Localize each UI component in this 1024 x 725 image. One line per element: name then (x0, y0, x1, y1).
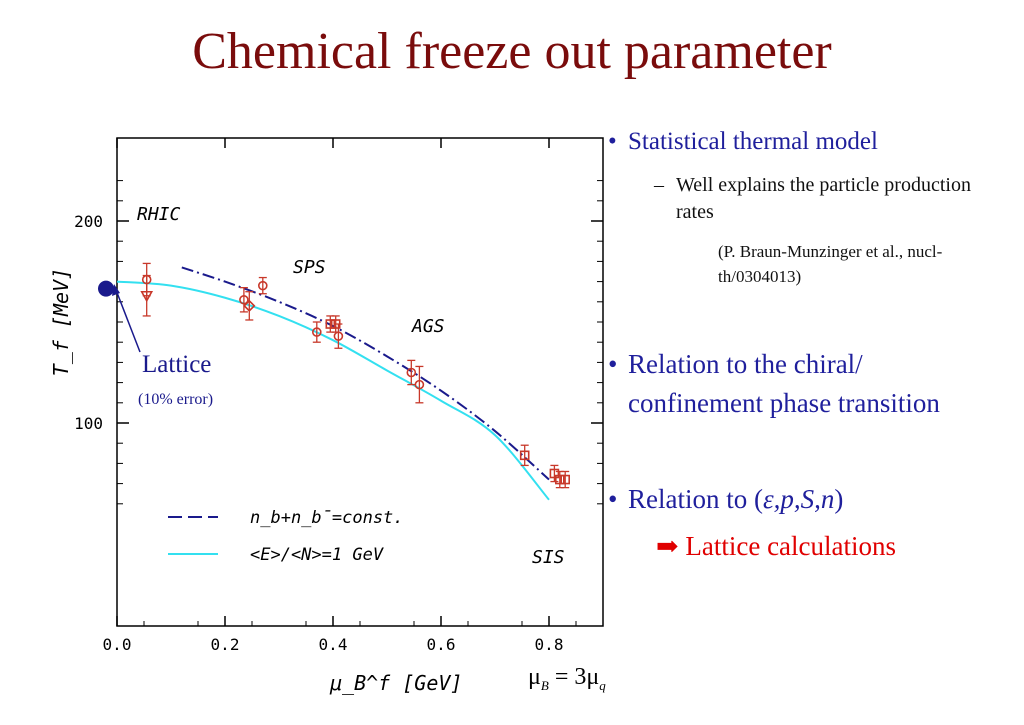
data-point-square (549, 468, 560, 479)
bullet-text-prefix: Relation to ( (628, 484, 763, 514)
formula-sub-q: q (599, 677, 606, 693)
data-point-square (554, 474, 565, 485)
data-point-square (325, 319, 336, 329)
region-label-rhic: RHIC (137, 204, 181, 225)
legend-label-baryon-density: n_b+n_b̄=const. (250, 508, 404, 528)
bullet-relation-variables: • Relation to (ε,p,S,n) (608, 480, 988, 519)
reference-citation: (P. Braun-Munzinger et al., nucl-th/0304… (718, 242, 943, 286)
bullet-text-suffix: ) (834, 484, 844, 514)
sub-bullet-text: Well explains the particle production ra… (676, 174, 971, 223)
region-label-sis: SIS (532, 547, 565, 568)
legend: n_b+n_b̄=const. <E>/<N>=1 GeV (168, 508, 404, 565)
bullet-variables: ε,p,S,n (762, 484, 835, 514)
x-tick-label: 0.0 (103, 635, 132, 654)
y-tick-label: 200 (74, 212, 103, 231)
region-label-ags: AGS (411, 316, 445, 337)
data-point-circle (257, 280, 268, 291)
bullet-text: Relation to the chiral/ confinement phas… (628, 349, 940, 419)
data-point-circle (406, 367, 417, 378)
x-axis-ticks: 0.0 0.2 0.4 0.6 0.8 (103, 138, 577, 654)
lattice-note: (10% error) (138, 391, 213, 408)
bullet-dot: • (608, 128, 617, 155)
x-tick-label: 0.6 (427, 635, 456, 654)
data-points (140, 262, 571, 489)
data-point-circle (414, 379, 425, 390)
curve-energy-per-particle (116, 280, 550, 501)
data-point-square (519, 450, 530, 461)
lattice-arrow-line (115, 289, 141, 353)
region-label-sps: SPS (293, 257, 326, 278)
lattice-point (98, 280, 114, 297)
lattice-calculations-line: ➡ Lattice calculations (656, 531, 896, 562)
bullet-text: Statistical thermal model (628, 128, 878, 155)
slide-title: Chemical freeze out parameter (192, 23, 832, 80)
y-axis-title: T_f [MeV] (49, 268, 73, 376)
data-point-triangle (140, 290, 154, 303)
data-point-circle (311, 327, 322, 337)
formula-sub-b: B (540, 677, 549, 693)
x-tick-label: 0.2 (211, 635, 240, 654)
data-point-square (560, 474, 571, 485)
data-point-circle (333, 331, 344, 341)
lattice-arrow-head (112, 284, 120, 296)
lattice-label: Lattice (142, 351, 211, 378)
formula-mu-b: μ (528, 664, 541, 690)
curve-baryon-density (181, 266, 550, 481)
legend-label-energy-per-particle: <E>/<N>=1 GeV (250, 545, 384, 565)
lattice-calculations-text: Lattice calculations (685, 531, 897, 561)
y-tick-label: 100 (74, 414, 103, 433)
bullet-dot: • (608, 349, 618, 379)
x-tick-label: 0.4 (319, 635, 348, 654)
dash-marker: – (654, 174, 664, 196)
x-tick-label: 0.8 (535, 635, 564, 654)
y-axis-ticks: 100 200 (74, 180, 603, 505)
data-point-diamond (243, 299, 256, 312)
x-axis-title: μ_B^f [GeV] (329, 671, 462, 695)
data-point-circle (239, 294, 249, 305)
sub-bullet-production-rates: – Well explains the particle production … (654, 172, 976, 226)
mu-relation-formula: μB = 3μq (528, 664, 606, 694)
bullet-statistical-model: • Statistical thermal model (608, 128, 878, 156)
bullet-phase-transition: • Relation to the chiral/ confinement ph… (608, 345, 988, 423)
formula-eq: = 3μ (548, 664, 600, 690)
right-arrow-icon: ➡ (656, 531, 679, 561)
bullet-dot: • (608, 484, 618, 514)
